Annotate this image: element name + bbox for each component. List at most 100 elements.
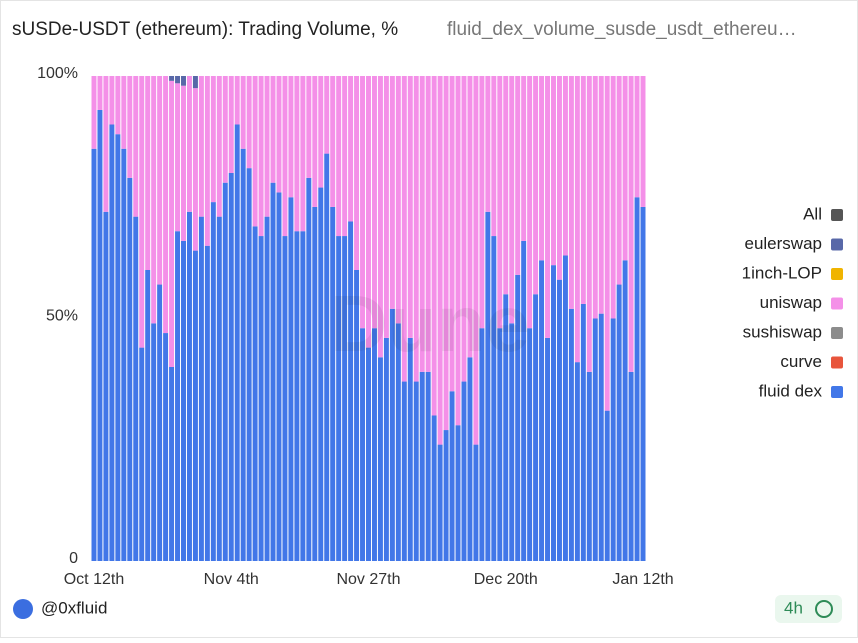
bar-segment — [312, 76, 318, 207]
bar-segment — [109, 124, 115, 561]
bar-segment — [204, 76, 210, 246]
bar-segment — [354, 270, 360, 561]
bar-segment — [181, 85, 186, 241]
legend-label: All — [803, 204, 822, 223]
bar-segment — [616, 284, 622, 561]
bar-segment — [192, 76, 198, 89]
legend-label: curve — [780, 352, 822, 371]
x-tick-label: Nov 4th — [204, 571, 259, 588]
bar-segment — [300, 76, 306, 232]
bar-segment — [139, 76, 145, 348]
bar-segment — [491, 76, 497, 237]
bar-segment — [401, 381, 407, 561]
bar-segment — [604, 76, 610, 411]
bar-segment — [431, 415, 437, 561]
bar-segment — [527, 76, 533, 329]
bar-segment — [115, 134, 121, 561]
bar-segment — [586, 371, 592, 561]
bar-segment — [276, 192, 282, 561]
bar-segment — [139, 347, 145, 561]
bar-segment — [371, 76, 377, 329]
bar-segment — [312, 206, 318, 561]
bar-segment — [264, 76, 270, 217]
bar-segment — [568, 308, 574, 561]
bar-segment — [461, 76, 467, 382]
bar-segment — [539, 260, 545, 561]
y-tick-label: 0 — [69, 550, 78, 567]
bar-segment — [234, 76, 240, 125]
bar-segment — [503, 294, 509, 561]
bar-segment — [348, 221, 354, 561]
bar-segment — [97, 109, 103, 561]
bar-segment — [300, 231, 306, 561]
bar-segment — [121, 148, 127, 561]
legend-label: 1inch-LOP — [742, 263, 822, 282]
bar-segment — [634, 197, 640, 561]
bar-segment — [246, 168, 252, 561]
bar-segment — [169, 76, 175, 81]
bar-segment — [586, 76, 592, 372]
bar-segment — [234, 124, 240, 561]
bar-segment — [360, 328, 366, 561]
bar-segment — [294, 76, 300, 232]
bar-segment — [145, 76, 151, 270]
bar-segment — [443, 430, 449, 561]
bar-segment — [545, 76, 551, 338]
bar-segment — [210, 76, 216, 203]
bar-segment — [91, 76, 97, 149]
bar-segment — [377, 357, 383, 561]
bar-segment — [383, 76, 389, 338]
chart-subtitle: fluid_dex_volume_susde_usdt_ethereu… — [447, 19, 797, 40]
bar-segment — [103, 76, 109, 212]
bar-segment — [580, 303, 586, 561]
bar-segment — [610, 318, 616, 561]
bar-segment — [210, 202, 216, 561]
legend-swatch — [831, 238, 843, 251]
x-tick-label: Oct 12th — [64, 571, 124, 588]
bar-segment — [425, 371, 431, 561]
bar-segment — [246, 76, 252, 169]
bar-segment — [485, 211, 491, 562]
bar-segment — [407, 337, 413, 561]
x-tick-label: Dec 20th — [474, 571, 538, 588]
bar-segment — [377, 76, 383, 358]
bar-segment — [216, 76, 222, 217]
bar-segment — [342, 76, 348, 237]
bar-segment — [366, 76, 371, 348]
bar-segment — [354, 76, 360, 270]
bar-segment — [306, 76, 312, 178]
bar-segment — [222, 76, 228, 183]
bar-segment — [497, 76, 503, 329]
bar-segment — [240, 148, 246, 561]
bar-segment — [521, 240, 527, 561]
bar-segment — [467, 357, 473, 561]
bar-segment — [598, 313, 604, 561]
bar-segment — [598, 76, 604, 314]
bar-segment — [473, 76, 479, 445]
author[interactable]: @0xfluid — [41, 598, 107, 617]
bar-segment — [556, 279, 562, 561]
bar-segment — [551, 76, 556, 266]
bar-segment — [258, 236, 264, 562]
bar-segment — [491, 236, 497, 562]
legend-swatch — [831, 297, 843, 310]
y-tick-label: 50% — [46, 308, 78, 325]
bar-segment — [270, 182, 276, 561]
bar-segment — [324, 76, 330, 154]
legend-swatch — [831, 356, 843, 369]
bar-segment — [127, 177, 133, 561]
legend-label: uniswap — [760, 293, 822, 312]
bar-segment — [383, 337, 389, 561]
bar-segment — [360, 76, 366, 329]
legend-swatch — [831, 386, 843, 398]
bar-segment — [240, 76, 246, 149]
bar-segment — [407, 76, 413, 338]
bar-segment — [252, 76, 258, 227]
bar-segment — [336, 236, 342, 562]
bar-segment — [622, 76, 628, 261]
bar-segment — [204, 245, 210, 561]
x-tick-label: Jan 12th — [612, 571, 673, 588]
bar-segment — [192, 250, 198, 561]
bar-segment — [192, 88, 198, 251]
